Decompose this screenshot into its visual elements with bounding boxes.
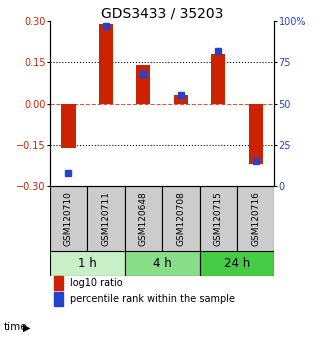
Text: GSM120711: GSM120711 — [101, 191, 110, 246]
Text: GSM120716: GSM120716 — [251, 191, 260, 246]
Bar — [54, 292, 63, 306]
Bar — [54, 276, 63, 290]
Text: log10 ratio: log10 ratio — [70, 278, 123, 288]
Text: 4 h: 4 h — [153, 257, 171, 270]
Text: GSM120648: GSM120648 — [139, 191, 148, 246]
Bar — [211, 54, 225, 104]
Bar — [249, 104, 263, 164]
Text: percentile rank within the sample: percentile rank within the sample — [70, 294, 235, 304]
Bar — [174, 96, 188, 104]
Bar — [237, 186, 274, 251]
Bar — [125, 251, 200, 276]
Text: GSM120708: GSM120708 — [176, 191, 185, 246]
Text: time: time — [3, 322, 27, 332]
Bar — [61, 104, 76, 148]
Text: GSM120715: GSM120715 — [214, 191, 223, 246]
Text: 24 h: 24 h — [224, 257, 250, 270]
Bar — [50, 186, 87, 251]
Bar — [99, 24, 113, 104]
Title: GDS3433 / 35203: GDS3433 / 35203 — [101, 6, 223, 20]
Bar — [136, 65, 151, 104]
Text: GSM120710: GSM120710 — [64, 191, 73, 246]
Text: 1 h: 1 h — [78, 257, 97, 270]
Bar — [125, 186, 162, 251]
Bar — [50, 251, 125, 276]
Bar — [87, 186, 125, 251]
Bar — [200, 251, 274, 276]
Text: ▶: ▶ — [23, 322, 30, 332]
Bar — [162, 186, 200, 251]
Bar — [200, 186, 237, 251]
